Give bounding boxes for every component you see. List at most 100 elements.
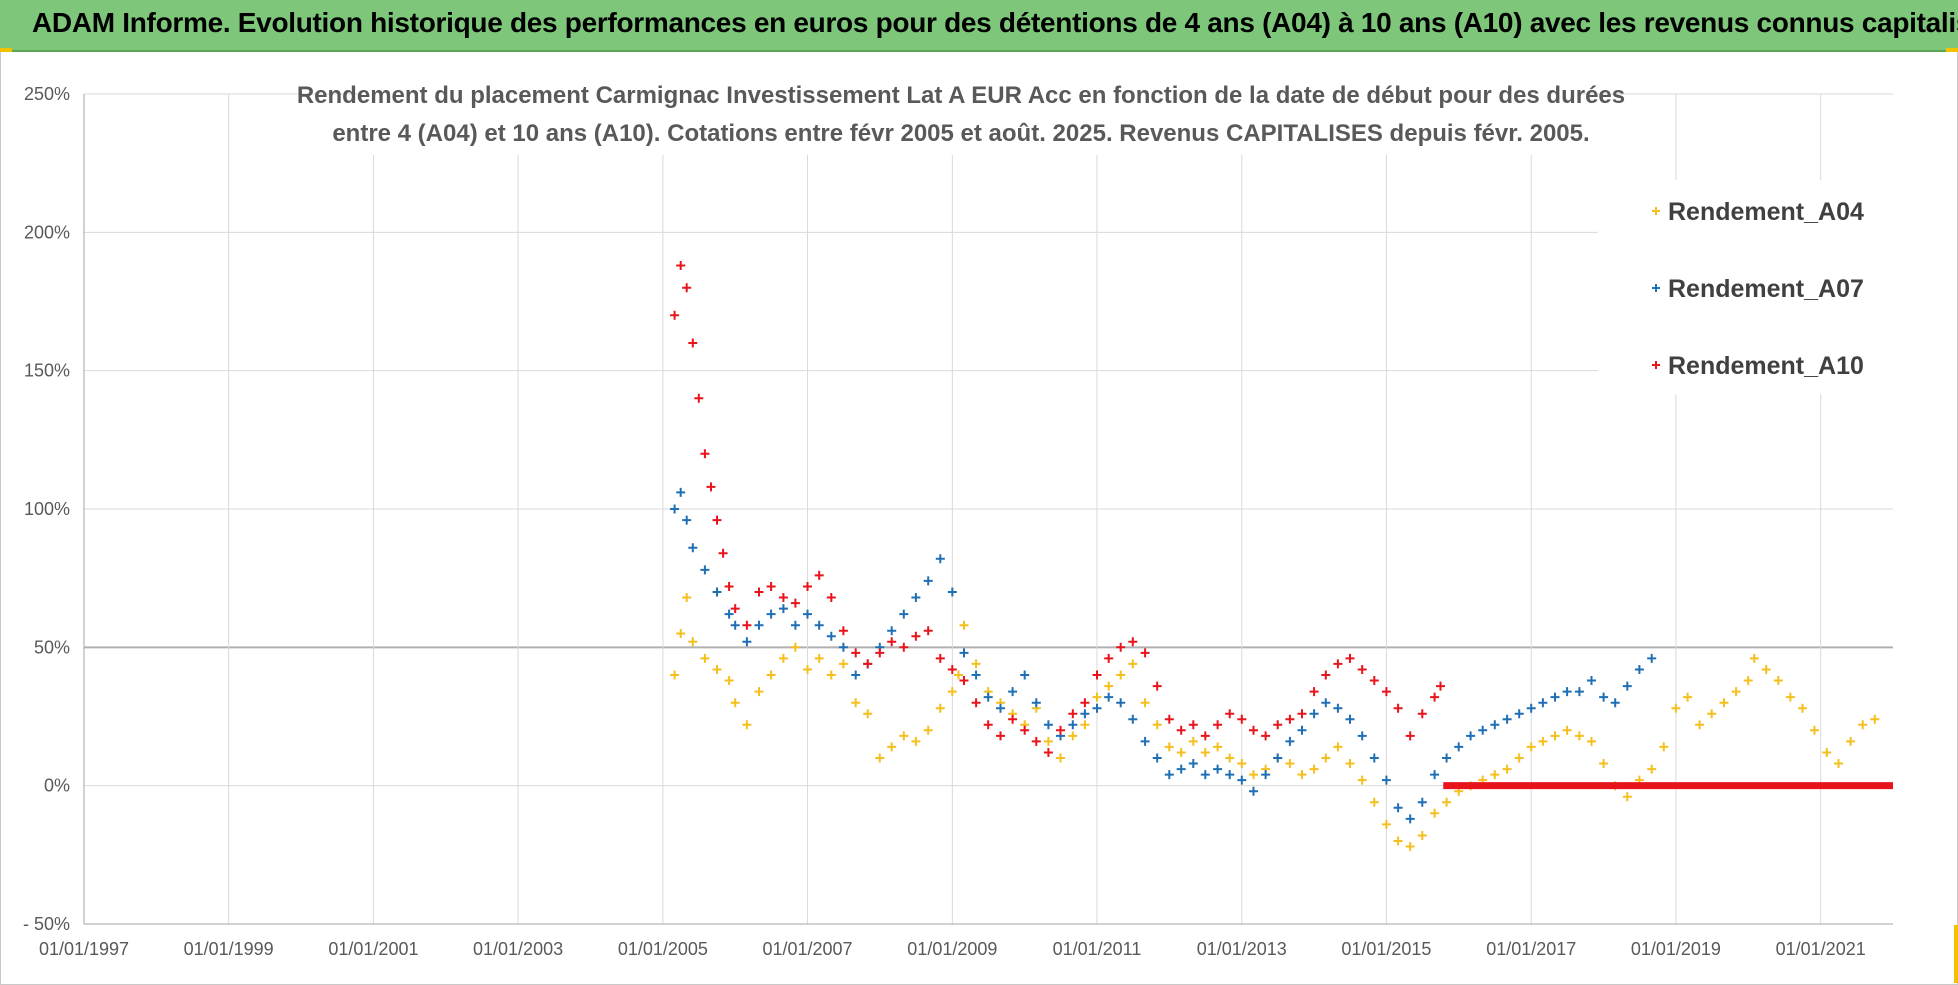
y-tick-label: 100% <box>24 499 70 519</box>
data-point <box>676 487 686 497</box>
header-title: ADAM Informe. Evolution historique des p… <box>32 7 1958 38</box>
data-point <box>1080 720 1090 730</box>
data-point <box>1550 731 1560 741</box>
x-tick-label: 01/01/2015 <box>1341 939 1431 959</box>
data-point <box>971 659 981 669</box>
data-point <box>1008 714 1018 724</box>
data-point <box>1719 698 1729 708</box>
data-point <box>1683 692 1693 702</box>
data-point <box>670 310 680 320</box>
data-point <box>724 582 734 591</box>
y-tick-label: 250% <box>24 84 70 104</box>
data-point <box>1116 642 1126 652</box>
y-tick-label: 200% <box>24 222 70 242</box>
data-point <box>1599 692 1609 702</box>
corner-mark-top-right <box>1946 48 1958 52</box>
data-point <box>1176 725 1186 735</box>
data-point <box>1870 714 1880 724</box>
x-tick-label: 01/01/2001 <box>328 939 418 959</box>
data-point <box>1297 770 1307 780</box>
data-point <box>766 609 776 619</box>
data-point <box>1249 725 1258 735</box>
data-point <box>1587 736 1596 746</box>
data-point <box>1309 687 1319 697</box>
data-point <box>1442 753 1452 763</box>
data-point <box>814 570 824 580</box>
data-point <box>742 637 752 647</box>
data-point <box>1152 753 1162 763</box>
data-point <box>1333 742 1343 752</box>
data-point <box>1381 775 1391 785</box>
data-point <box>1599 759 1609 768</box>
data-point <box>1490 770 1500 780</box>
header-banner: ADAM Informe. Evolution historique des p… <box>0 0 1958 52</box>
data-point <box>1430 692 1440 702</box>
data-point <box>899 642 909 652</box>
data-point <box>1405 731 1415 741</box>
data-point <box>670 504 680 514</box>
x-tick-label: 01/01/1997 <box>39 939 129 959</box>
data-point <box>754 587 764 597</box>
data-point <box>935 703 945 713</box>
data-point <box>1140 698 1150 708</box>
data-point <box>947 587 957 597</box>
data-point <box>1731 687 1741 697</box>
data-point <box>1622 681 1632 691</box>
data-point <box>1454 742 1464 752</box>
grid-lines <box>83 93 1893 925</box>
corner-mark-top-left <box>0 48 12 52</box>
data-point <box>1333 703 1343 713</box>
data-point <box>1490 720 1500 730</box>
data-point <box>1436 681 1445 691</box>
data-point <box>838 626 848 636</box>
data-point <box>1031 736 1041 746</box>
data-point <box>1357 665 1367 674</box>
data-point <box>1357 775 1367 785</box>
data-point <box>1128 637 1138 647</box>
data-point <box>730 604 740 614</box>
data-point <box>1056 753 1065 763</box>
data-point <box>1647 764 1657 774</box>
series-rendement-a04 <box>670 593 1880 851</box>
data-point <box>887 637 897 647</box>
legend-background <box>1598 180 1894 394</box>
data-point <box>1140 736 1150 746</box>
data-point <box>1104 692 1114 702</box>
data-point <box>959 648 969 658</box>
data-point <box>1309 764 1319 774</box>
data-point <box>923 576 933 586</box>
data-point <box>1104 681 1114 691</box>
data-point <box>996 731 1005 741</box>
data-point <box>899 731 909 741</box>
y-tick-label: 150% <box>24 361 70 381</box>
data-point <box>1225 753 1235 763</box>
data-point <box>1707 709 1717 719</box>
data-point <box>838 659 848 669</box>
data-point <box>1502 764 1512 774</box>
data-point <box>935 554 945 564</box>
data-point <box>803 609 812 619</box>
data-point <box>1695 720 1705 730</box>
data-point <box>1858 720 1868 730</box>
data-point <box>1647 653 1657 663</box>
data-point <box>851 670 861 680</box>
data-point <box>947 665 957 674</box>
data-point <box>1562 687 1572 697</box>
data-point <box>790 642 800 652</box>
data-point <box>742 620 752 630</box>
data-point <box>1442 797 1452 807</box>
data-point <box>1213 720 1223 730</box>
legend-label: Rendement_A10 <box>1668 352 1864 380</box>
data-point <box>1417 831 1427 840</box>
data-point <box>1092 703 1102 713</box>
data-point <box>887 742 897 752</box>
axes: - 50% 0% 50% 100% 150% 200% 250% 01/01/1997 01/0… <box>23 84 1893 959</box>
data-point <box>778 593 788 602</box>
data-point <box>1749 653 1759 663</box>
data-point <box>706 482 716 492</box>
data-point <box>803 582 812 591</box>
data-point <box>1478 725 1488 735</box>
data-point <box>1333 659 1343 669</box>
x-tick-label: 01/01/2019 <box>1631 939 1721 959</box>
data-point <box>971 670 981 680</box>
